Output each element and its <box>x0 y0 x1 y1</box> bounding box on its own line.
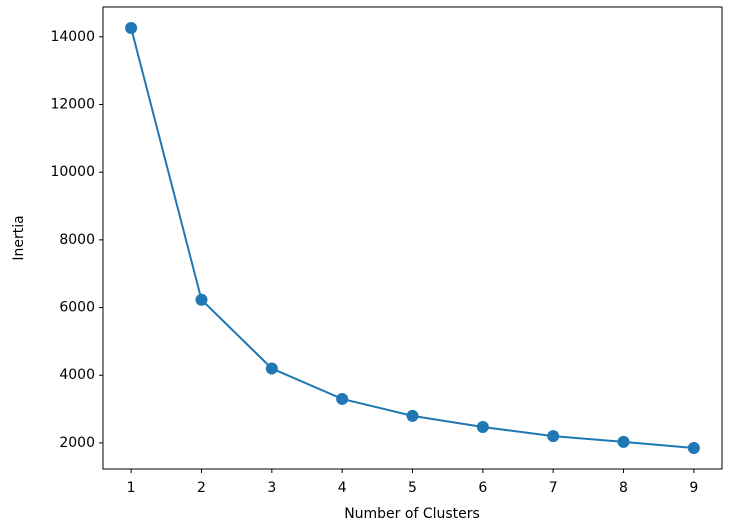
y-tick-label: 4000 <box>59 367 95 383</box>
x-tick-label: 1 <box>127 480 136 496</box>
y-tick-label: 10000 <box>50 164 95 180</box>
x-tick-label: 2 <box>197 480 206 496</box>
plot-frame <box>102 6 723 470</box>
y-tick-label: 2000 <box>59 435 95 451</box>
data-point <box>195 293 208 306</box>
y-tick-label: 12000 <box>50 96 95 112</box>
x-axis-label: Number of Clusters <box>344 506 480 522</box>
x-tick-label: 6 <box>478 480 487 496</box>
data-line <box>130 27 694 450</box>
y-tick-label: 6000 <box>59 300 95 316</box>
x-tick-label: 7 <box>549 480 558 496</box>
data-point <box>265 362 278 375</box>
x-tick-label: 4 <box>338 480 347 496</box>
y-axis-label: Inertia <box>11 215 27 260</box>
y-tick-label: 14000 <box>50 29 95 45</box>
data-point <box>617 435 630 448</box>
x-tick-label: 9 <box>689 480 698 496</box>
data-point <box>547 430 560 443</box>
x-tick-label: 8 <box>619 480 628 496</box>
data-point <box>687 442 700 455</box>
x-tick-label: 5 <box>408 480 417 496</box>
data-point <box>406 409 419 422</box>
data-point <box>476 421 489 434</box>
x-tick-label: 3 <box>267 480 276 496</box>
y-tick-label: 8000 <box>59 232 95 248</box>
data-point <box>336 392 349 405</box>
data-point <box>125 21 138 34</box>
